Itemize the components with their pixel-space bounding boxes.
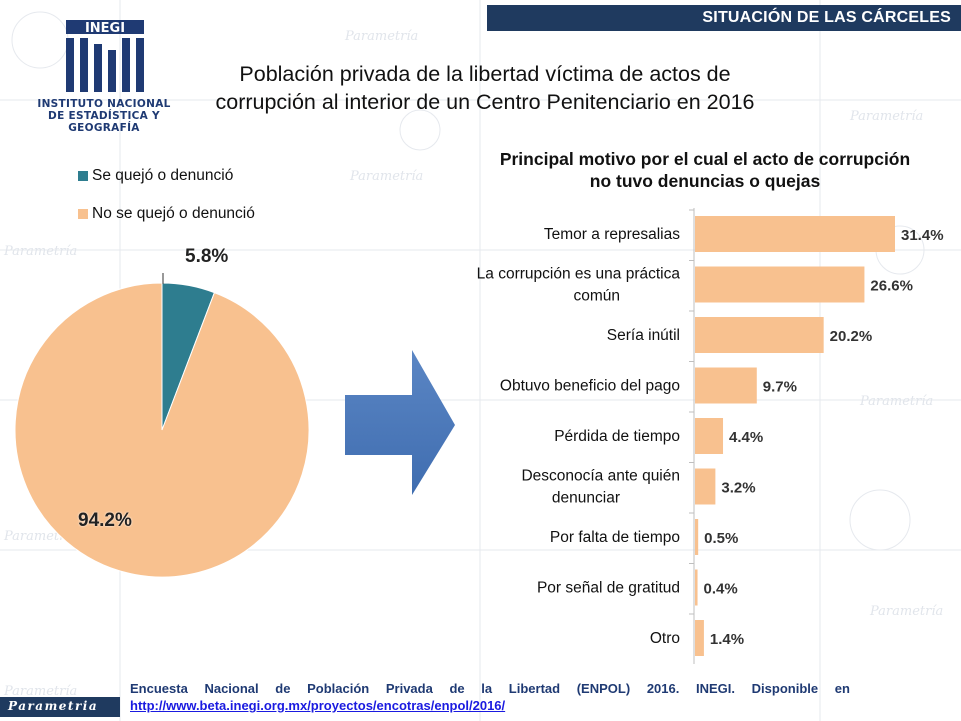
- logo-wordmark: INEGI: [85, 21, 125, 36]
- bar-category-label: Otro: [650, 630, 680, 647]
- bar-category-label-line: Temor a represalias: [544, 226, 680, 243]
- pie-legend: Se quejó o denunció No se quejó o denunc…: [78, 166, 255, 242]
- pie-value-label-complained: 5.8%: [185, 246, 229, 267]
- bar-category-label: Temor a represalias: [544, 226, 680, 243]
- bar-value-label: 9.7%: [763, 379, 797, 396]
- bar-category-label: Desconocía ante quién denunciar: [521, 468, 680, 507]
- bar-value-label: 20.2%: [830, 328, 873, 345]
- watermark-text: Parametría: [859, 394, 933, 409]
- bar-chart-title-line-2: no tuvo denuncias o quejas: [589, 171, 821, 191]
- parametria-brand: Parametria: [8, 699, 99, 713]
- bar-category-label-line: Otro: [650, 630, 680, 647]
- legend-swatch: [78, 209, 88, 219]
- bar: [695, 317, 824, 353]
- bar: [695, 367, 757, 404]
- legend-label: No se quejó o denunció: [92, 205, 255, 222]
- main-title-line-1: Población privada de la libertad víctima…: [239, 62, 731, 86]
- bar-value-label: 26.6%: [870, 278, 913, 295]
- bar-value-label: 3.2%: [721, 480, 755, 497]
- bar-category-label: Por señal de gratitud: [537, 580, 680, 597]
- bar-category-label-line: denunciar: [552, 490, 620, 507]
- source-word: Nacional: [204, 681, 259, 696]
- bar: [695, 569, 698, 606]
- section-title: SITUACIÓN DE LAS CÁRCELES: [702, 9, 951, 26]
- bar: [695, 418, 724, 454]
- bar-category-label-line: Sería inútil: [607, 327, 680, 344]
- legend-swatch: [78, 171, 88, 181]
- legend-item-not-complained: No se quejó o denunció: [78, 204, 255, 224]
- bar-chart-title: Principal motivo por el cual el acto de …: [470, 148, 940, 192]
- bar-category-label: Sería inútil: [607, 327, 680, 344]
- legend-label: Se quejó o denunció: [92, 167, 234, 184]
- bar-category-label: Por falta de tiempo: [550, 529, 680, 546]
- watermark-text: Parametría: [349, 169, 423, 184]
- bar: [695, 468, 716, 505]
- bar-category-label: La corrupción es una práctica común: [477, 266, 681, 305]
- bar-category-label-line: Desconocía ante quién: [521, 468, 680, 485]
- section-header-bar: SITUACIÓN DE LAS CÁRCELES: [487, 5, 961, 31]
- main-title-line-2: corrupción al interior de un Centro Peni…: [215, 90, 755, 114]
- inegi-logo: INEGI INSTITUTO NACIONAL DE ESTADÍSTICA …: [14, 14, 194, 134]
- bar-chart-title-line-1: Principal motivo por el cual el acto de …: [499, 149, 911, 169]
- source-word: Población: [307, 681, 370, 696]
- source-text: Encuesta Nacional de Población Privada de la Li…: [130, 680, 850, 697]
- source-word: Encuesta: [130, 681, 188, 696]
- bar-category-label: Obtuvo beneficio del pago: [500, 378, 680, 395]
- watermark-text: Parametría: [344, 29, 418, 44]
- bar-category-label: Pérdida de tiempo: [554, 428, 680, 445]
- source-word: Privada: [385, 681, 433, 696]
- bar-chart-svg: 31.4% Temor a represalias 26.6% La corrupci…: [477, 208, 944, 671]
- bar-chart: 31.4% Temor a represalias 26.6% La corrupci…: [440, 208, 961, 671]
- logo-line-2: DE ESTADÍSTICA Y GEOGRAFÍA: [48, 110, 160, 134]
- source-word: en: [834, 681, 850, 696]
- right-arrow-icon: [345, 350, 455, 495]
- source-footer: Encuesta Nacional de Población Privada de la Li…: [130, 680, 850, 714]
- parametria-brand-bar: Parametria: [0, 697, 120, 717]
- logo-line-1: INSTITUTO NACIONAL: [37, 98, 171, 110]
- bar: [695, 519, 699, 555]
- bar-category-label-line: La corrupción es una práctica: [477, 266, 681, 283]
- bar-value-label: 0.5%: [704, 530, 738, 547]
- bar-value-label: 0.4%: [704, 581, 738, 598]
- source-word: (ENPOL): [576, 681, 631, 696]
- bar-category-label-line: Por falta de tiempo: [550, 529, 680, 546]
- bar-category-label-line: Pérdida de tiempo: [554, 428, 680, 445]
- pie-slice: [14, 282, 310, 578]
- bar-category-label-line: Obtuvo beneficio del pago: [500, 378, 680, 395]
- pie-value-label-not-complained: 94.2%: [78, 510, 132, 531]
- bar: [695, 620, 704, 656]
- legend-item-complained: Se quejó o denunció: [78, 166, 255, 186]
- bar-category-label-line: Por señal de gratitud: [537, 580, 680, 597]
- source-word: la: [481, 681, 493, 696]
- main-title: Población privada de la libertad víctima…: [200, 60, 770, 116]
- bar-category-label-line: común: [573, 288, 620, 305]
- source-word: Disponible: [751, 681, 819, 696]
- bar-value-label: 4.4%: [729, 429, 763, 446]
- inegi-logo-mark: INEGI: [66, 20, 144, 92]
- bar-value-label: 31.4%: [901, 227, 944, 244]
- watermark-text: Parametría: [849, 109, 923, 124]
- source-word: de: [449, 681, 465, 696]
- source-word: de: [275, 681, 291, 696]
- pie-chart-svg: [14, 273, 310, 578]
- bar-value-label: 1.4%: [710, 631, 744, 648]
- watermark-text: Parametría: [869, 604, 943, 619]
- watermark-text: Parametría: [3, 244, 77, 259]
- source-word: Libertad: [508, 681, 561, 696]
- bar: [695, 216, 895, 252]
- bar: [695, 266, 865, 303]
- watermark-text: Parametría: [3, 684, 77, 699]
- source-word: 2016.: [646, 681, 680, 696]
- source-link[interactable]: http://www.beta.inegi.org.mx/proyectos/e…: [130, 698, 506, 713]
- pie-chart: 5.8% 94.2%: [0, 240, 330, 620]
- source-word: INEGI.: [696, 681, 736, 696]
